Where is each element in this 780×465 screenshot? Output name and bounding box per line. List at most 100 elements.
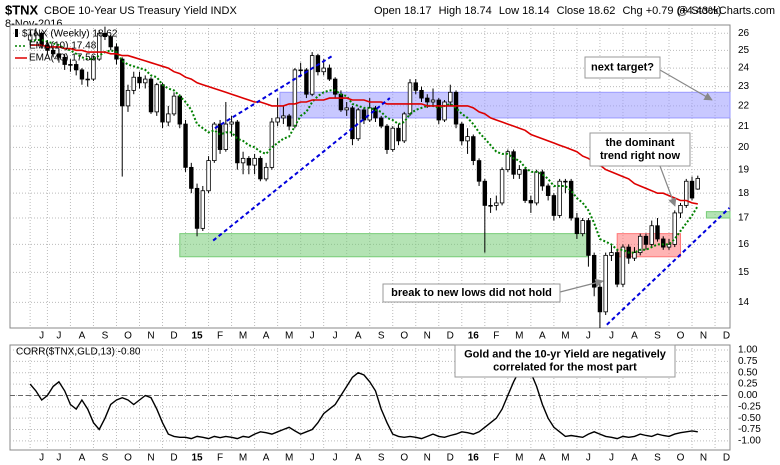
quote: Open 18.17 High 18.74 Low 18.14 Close 18… bbox=[374, 5, 722, 17]
quote-change: Chg +0.79 (+4.43%) bbox=[622, 5, 721, 17]
candle-body bbox=[154, 84, 159, 113]
quote-close: Close 18.62 bbox=[557, 5, 616, 17]
annotation-text: break to new lows did not hold bbox=[391, 287, 552, 299]
x-tick-label: M bbox=[515, 453, 523, 464]
x-tick-label: J bbox=[333, 331, 338, 342]
annotation-text: trend right now bbox=[600, 150, 680, 162]
candle-body bbox=[338, 93, 344, 111]
y-tick-label: 0.50 bbox=[738, 367, 758, 378]
legend-label: EMA(40) 17.56 bbox=[29, 53, 97, 64]
y-tick-label: -0.50 bbox=[738, 413, 761, 424]
candle-body bbox=[166, 113, 171, 123]
candle-body bbox=[407, 82, 413, 115]
candle-body bbox=[453, 91, 459, 125]
annotation-arrow bbox=[559, 278, 604, 293]
candle-body bbox=[379, 117, 384, 127]
candle-body bbox=[419, 89, 424, 99]
candle-body bbox=[373, 107, 378, 119]
candle-body bbox=[108, 36, 113, 48]
y-tick-label: 22 bbox=[738, 101, 750, 112]
candle-body bbox=[614, 252, 620, 285]
candle-body bbox=[522, 169, 528, 201]
candle-body bbox=[263, 166, 269, 180]
candle-body bbox=[45, 44, 50, 51]
x-tick-label: J bbox=[310, 331, 315, 342]
annotation-text: the dominant bbox=[605, 137, 674, 149]
candle-body bbox=[189, 166, 194, 189]
legend-swatch bbox=[15, 29, 18, 37]
chart-title: $TNX bbox=[5, 2, 39, 17]
candle-body bbox=[511, 151, 516, 175]
annotation-arrow bbox=[659, 165, 677, 207]
candle-body bbox=[643, 235, 649, 245]
x-tick-label: F bbox=[217, 331, 223, 342]
candle-body bbox=[97, 32, 102, 60]
candle-body bbox=[298, 69, 303, 72]
candle-body bbox=[678, 205, 683, 214]
candle-body bbox=[384, 125, 390, 150]
candle-body bbox=[689, 180, 695, 199]
x-tick-label: M bbox=[561, 331, 569, 342]
candle-body bbox=[200, 190, 206, 229]
x-tick-label: A bbox=[355, 453, 362, 464]
x-tick-label: D bbox=[447, 331, 454, 342]
candle-body bbox=[125, 89, 131, 107]
candle-body bbox=[494, 202, 499, 206]
x-tick-label: M bbox=[561, 453, 569, 464]
candle-body bbox=[534, 171, 539, 204]
zone bbox=[705, 211, 731, 219]
x-tick-label: S bbox=[654, 331, 661, 342]
x-tick-label: J bbox=[56, 453, 61, 464]
candle-body bbox=[240, 157, 246, 164]
x-tick-label: J bbox=[39, 453, 44, 464]
candle-body bbox=[327, 67, 332, 80]
candle-body bbox=[591, 254, 597, 288]
candle-body bbox=[499, 169, 505, 204]
y-tick-label: 24 bbox=[738, 63, 750, 74]
x-tick-label: A bbox=[79, 453, 86, 464]
x-tick-label: 15 bbox=[191, 331, 203, 342]
candle-body bbox=[102, 32, 108, 38]
candle-body bbox=[413, 82, 418, 91]
candle-body bbox=[459, 123, 464, 142]
candle-body bbox=[275, 117, 280, 123]
candle-body bbox=[649, 225, 654, 245]
x-tick-label: M bbox=[285, 331, 293, 342]
x-tick-label: 16 bbox=[468, 453, 480, 464]
x-tick-label: O bbox=[677, 331, 685, 342]
y-tick-label: 19 bbox=[738, 164, 750, 175]
x-tick-label: A bbox=[539, 331, 546, 342]
legend-label: $TNX (Weekly) 18.62 bbox=[22, 29, 118, 40]
x-tick-label: J bbox=[586, 453, 591, 464]
candle-body bbox=[304, 69, 309, 95]
x-tick-label: J bbox=[333, 453, 338, 464]
candle-body bbox=[436, 99, 441, 121]
candle-body bbox=[666, 243, 672, 248]
x-tick-label: M bbox=[285, 453, 293, 464]
candle-body bbox=[695, 178, 700, 190]
y-tick-label: 23 bbox=[738, 81, 750, 92]
x-tick-label: A bbox=[263, 453, 270, 464]
y-tick-label: 18 bbox=[738, 188, 750, 199]
x-tick-label: S bbox=[378, 331, 385, 342]
x-tick-label: O bbox=[124, 331, 132, 342]
annotation-arrow bbox=[659, 69, 713, 101]
annotation-text: correlated for the most part bbox=[493, 361, 637, 373]
candle-body bbox=[580, 220, 585, 235]
candle-body bbox=[223, 123, 229, 150]
x-tick-label: F bbox=[493, 331, 499, 342]
annotation-text: next target? bbox=[591, 61, 654, 73]
quote-open: Open 18.17 bbox=[374, 5, 432, 17]
candle-body bbox=[252, 157, 257, 166]
candle-body bbox=[332, 78, 338, 95]
candle-body bbox=[551, 195, 557, 216]
y-tick-label: 14 bbox=[738, 297, 750, 308]
candle-body bbox=[661, 238, 666, 248]
y-tick-label: -0.25 bbox=[738, 401, 761, 412]
x-tick-label: F bbox=[217, 453, 223, 464]
candle-body bbox=[655, 225, 660, 240]
x-tick-label: A bbox=[539, 453, 546, 464]
x-tick-label: A bbox=[631, 453, 638, 464]
x-tick-label: N bbox=[424, 331, 431, 342]
x-tick-label: D bbox=[170, 331, 177, 342]
